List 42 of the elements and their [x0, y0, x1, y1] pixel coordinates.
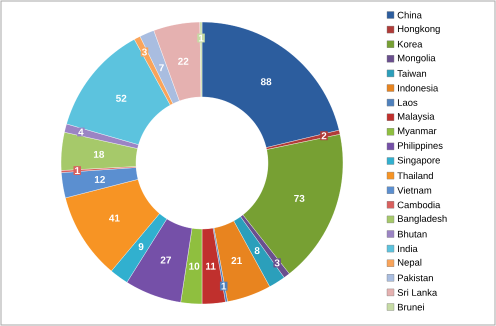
legend-label: Nepal [398, 258, 422, 268]
data-label: 3 [142, 48, 147, 56]
data-label: 21 [231, 257, 242, 264]
legend-label: Laos [398, 99, 418, 106]
data-label: 4 [78, 128, 84, 136]
legend-label: India [398, 245, 418, 252]
data-label: 3 [274, 259, 280, 266]
legend-label: Vietnam [397, 186, 432, 194]
legend-label: Mongolia [398, 54, 436, 64]
legend-label: Singapore [398, 156, 440, 166]
legend-label: Indonesia [398, 84, 438, 92]
legend-label: Bhutan [398, 230, 427, 238]
data-label: 2 [322, 132, 326, 140]
data-label: 1 [75, 167, 80, 174]
data-label: 27 [160, 256, 171, 264]
data-label: 52 [116, 94, 126, 102]
legend-label: Cambodia [398, 201, 440, 208]
legend-label: China [398, 12, 422, 18]
legend-label: Bangladesh [398, 214, 447, 224]
legend-label: Myanmar [398, 128, 436, 136]
data-label: 73 [294, 194, 304, 202]
legend-label: Korea [398, 40, 422, 48]
data-label: 1 [198, 34, 204, 42]
data-label: 12 [94, 176, 105, 183]
legend-label: Brunei [398, 304, 424, 310]
data-label: 1 [222, 282, 226, 290]
data-label: 7 [159, 64, 164, 72]
data-label: 88 [260, 78, 272, 86]
data-label: 8 [254, 247, 260, 254]
legend-label: Taiwan [397, 70, 426, 77]
data-label: 22 [178, 58, 188, 65]
data-label: 9 [138, 243, 144, 250]
legend-label: Hongkong [398, 25, 440, 34]
data-label: 41 [109, 214, 120, 222]
legend-label: Thailand [397, 172, 433, 180]
data-label: 11 [206, 262, 216, 270]
legend-label: Malaysia [398, 112, 435, 122]
data-label: 18 [94, 150, 104, 158]
legend-label: Sri Lanka [398, 288, 438, 296]
data-label: 10 [189, 262, 200, 270]
legend-label: Pakistan [398, 274, 433, 282]
legend-label: Philippines [398, 142, 443, 151]
